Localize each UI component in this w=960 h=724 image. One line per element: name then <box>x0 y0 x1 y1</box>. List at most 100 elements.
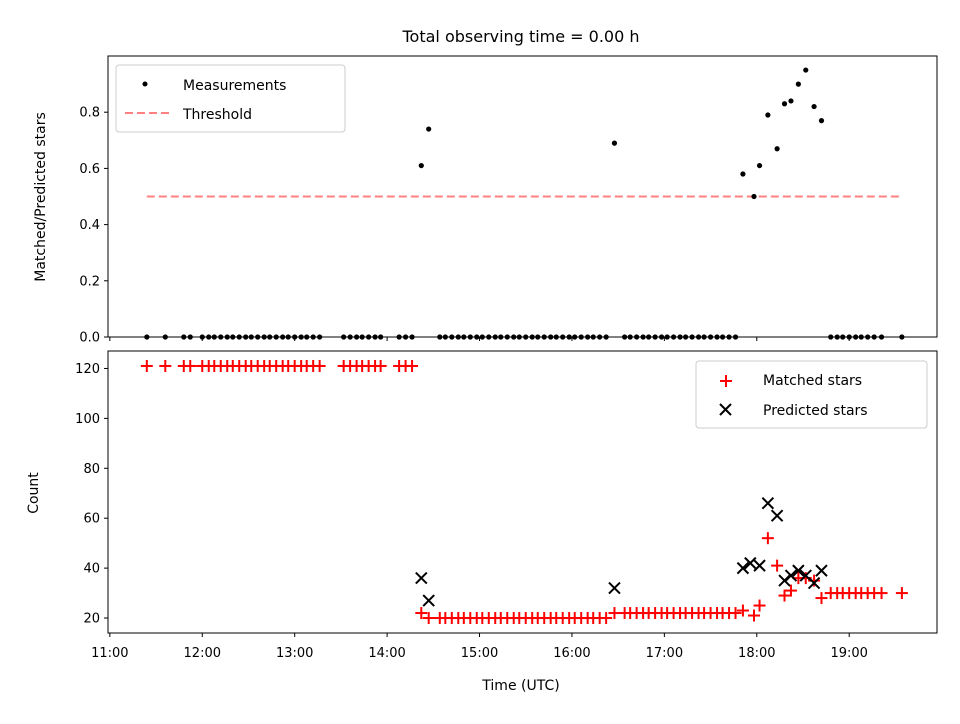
measurement-point <box>461 334 467 340</box>
measurement-point <box>828 334 834 340</box>
measurement-point <box>664 334 670 340</box>
bottom-plot-area <box>107 350 938 634</box>
bottom-x-tick-label: 15:00 <box>461 646 498 661</box>
bottom-legend: Matched stars Predicted stars <box>695 360 928 429</box>
bottom-y-tick-label: 20 <box>83 612 100 627</box>
measurement-point <box>267 334 273 340</box>
measurement-point <box>442 334 448 340</box>
x-axis-label: Time (UTC) <box>481 678 559 694</box>
predicted-star-point <box>744 556 757 570</box>
measurement-point <box>858 334 864 340</box>
measurement-point <box>719 334 726 340</box>
measurement-point <box>871 334 877 340</box>
predicted-star-d2 <box>608 581 621 595</box>
measurement-point <box>865 334 871 340</box>
predicted-star-point <box>770 509 784 522</box>
measurement-point <box>572 334 578 340</box>
measurement-point <box>899 334 905 340</box>
matched-star-point <box>159 359 172 372</box>
measurement-point <box>474 334 480 340</box>
measurement-point <box>492 334 498 340</box>
predicted-star-point <box>815 564 828 577</box>
top-y-tick-label: 0.2 <box>79 274 100 289</box>
measurement-point <box>603 334 609 340</box>
matched-star-point <box>415 607 428 620</box>
matched-star-point <box>815 592 828 605</box>
bottom-x-tick-label: 18:00 <box>738 646 775 661</box>
measurement-point <box>516 334 522 340</box>
measurement-point <box>590 334 596 340</box>
matched-star-point <box>895 587 908 600</box>
measurement-point <box>304 334 310 340</box>
predicted-star-d2 <box>753 559 766 572</box>
predicted-star-d2 <box>799 569 812 582</box>
measurement-point <box>878 334 885 340</box>
measurement-point <box>449 334 455 340</box>
measurement-point <box>181 334 187 340</box>
measurement-point <box>840 334 846 340</box>
measurement-point <box>206 334 212 340</box>
measurement-point <box>498 334 504 340</box>
predicted-star-d2 <box>778 574 791 587</box>
bottom-y-tick-label: 80 <box>83 462 100 477</box>
predicted-star-d2 <box>415 571 428 585</box>
measurement-point <box>467 334 473 340</box>
legend-marker-matched <box>720 375 732 387</box>
measurement-point <box>310 334 316 340</box>
measurement-point <box>677 334 683 340</box>
predicted-star-d2 <box>815 564 828 577</box>
matched-star-point <box>729 607 742 620</box>
predicted-star-d2 <box>761 497 775 510</box>
measurement-point <box>236 334 242 340</box>
measurement-point <box>585 334 591 340</box>
bottom-y-tick-label: 100 <box>75 412 100 427</box>
matched-star-point <box>753 599 766 612</box>
top-panel: Total observing time = 0.00 h 0.00.20.40… <box>33 27 938 346</box>
measurement-point <box>803 67 809 73</box>
bottom-panel: 20 40 60 80 100 120 11:00 12:00 13:00 14:00 15:00… <box>26 350 938 694</box>
measurement-point <box>426 126 432 132</box>
measurement-point <box>255 334 261 340</box>
measurement-point <box>541 334 547 340</box>
bottom-y-tick-label: 120 <box>75 362 100 377</box>
legend-marker-measurements <box>142 81 148 87</box>
measurement-point <box>714 334 720 340</box>
top-y-tick-label: 0.8 <box>79 106 100 121</box>
measurement-point <box>846 334 852 340</box>
measurement-point <box>248 334 254 340</box>
measurement-point <box>292 334 298 340</box>
bottom-x-tick-label: 13:00 <box>276 646 313 661</box>
measurement-point <box>535 334 541 340</box>
measurement-point <box>658 334 665 340</box>
measurement-point <box>298 334 304 340</box>
measurement-point <box>261 334 267 340</box>
predicted-star-point <box>736 561 750 575</box>
legend-label-threshold: Threshold <box>182 107 252 123</box>
predicted-star-d2 <box>744 556 757 570</box>
measurement-point <box>701 334 707 340</box>
predicted-star-d2 <box>784 569 798 582</box>
bottom-y-axis-label: Count <box>26 472 42 514</box>
measurement-point <box>740 171 746 177</box>
predicted-star-d2 <box>736 561 750 575</box>
measurement-point <box>765 112 771 118</box>
predicted-star-point <box>807 576 821 590</box>
measurement-point <box>347 334 353 340</box>
measurement-point <box>187 334 193 340</box>
measurement-point <box>834 334 840 340</box>
measurement-point <box>341 334 347 340</box>
measurement-point <box>553 334 559 340</box>
matched-star-point <box>736 604 749 617</box>
measurement-point <box>671 334 677 340</box>
measurement-point <box>683 334 689 340</box>
top-y-tick-label: 0.6 <box>79 162 100 177</box>
bottom-legend-box <box>695 360 928 429</box>
measurement-point <box>726 334 732 340</box>
measurement-point <box>795 81 801 87</box>
predicted-star-d2 <box>422 594 435 607</box>
predicted-star-point <box>415 571 428 585</box>
legend-label-measurements: Measurements <box>183 78 286 94</box>
matched-star-point <box>313 359 326 372</box>
measurements-series <box>144 67 905 340</box>
measurement-point <box>627 334 633 340</box>
